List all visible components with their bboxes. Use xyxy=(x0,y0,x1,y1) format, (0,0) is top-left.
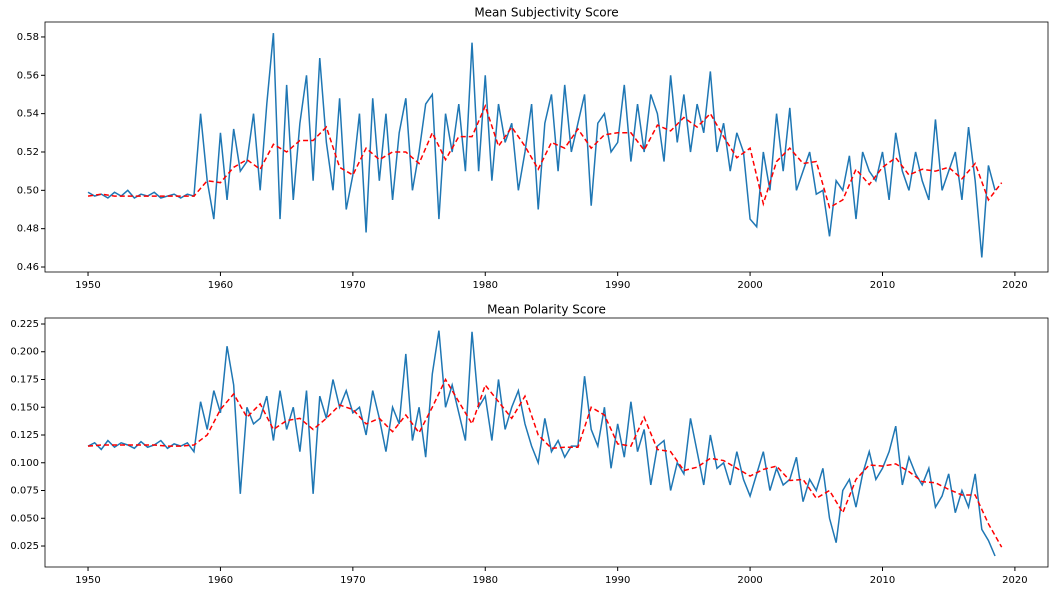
y-tick-label: 0.150 xyxy=(10,402,39,413)
y-tick-label: 0.54 xyxy=(17,109,39,120)
data-line xyxy=(87,103,1003,209)
x-tick-label: 1990 xyxy=(605,280,630,291)
x-tick-label: 1980 xyxy=(473,280,498,291)
axes-frame xyxy=(44,21,1049,273)
data-line xyxy=(87,330,996,557)
y-tick-label: 0.200 xyxy=(10,347,39,358)
y-tick-label: 0.52 xyxy=(17,147,39,158)
chart-title: Mean Subjectivity Score xyxy=(474,6,618,20)
y-tick-label: 0.050 xyxy=(10,513,39,524)
y-tick-label: 0.125 xyxy=(10,430,39,441)
x-tick-label: 1960 xyxy=(208,575,233,586)
axes-frame xyxy=(44,317,1049,568)
x-tick-label: 2000 xyxy=(737,575,762,586)
y-tick-label: 0.46 xyxy=(17,262,39,273)
data-line xyxy=(87,33,996,258)
x-tick-label: 1950 xyxy=(75,280,100,291)
x-tick-label: 2020 xyxy=(1002,280,1027,291)
x-tick-label: 1980 xyxy=(473,575,498,586)
y-tick-label: 0.225 xyxy=(10,319,39,330)
y-tick-label: 0.58 xyxy=(17,32,39,43)
data-line xyxy=(87,377,1003,548)
y-tick-label: 0.075 xyxy=(10,486,39,497)
y-tick-label: 0.025 xyxy=(10,541,39,552)
x-tick-label: 1970 xyxy=(340,280,365,291)
y-tick-label: 0.48 xyxy=(17,224,39,235)
x-tick-label: 2010 xyxy=(870,280,895,291)
x-tick-label: 2020 xyxy=(1002,575,1027,586)
x-tick-label: 1950 xyxy=(75,575,100,586)
y-tick-label: 0.56 xyxy=(17,70,39,81)
y-tick-label: 0.50 xyxy=(17,185,39,196)
y-tick-label: 0.175 xyxy=(10,375,39,386)
x-tick-label: 2010 xyxy=(870,575,895,586)
x-tick-label: 1990 xyxy=(605,575,630,586)
chart-title: Mean Polarity Score xyxy=(487,303,606,317)
x-tick-label: 1970 xyxy=(340,575,365,586)
x-tick-label: 1960 xyxy=(208,280,233,291)
y-tick-label: 0.100 xyxy=(10,458,39,469)
x-tick-label: 2000 xyxy=(737,280,762,291)
